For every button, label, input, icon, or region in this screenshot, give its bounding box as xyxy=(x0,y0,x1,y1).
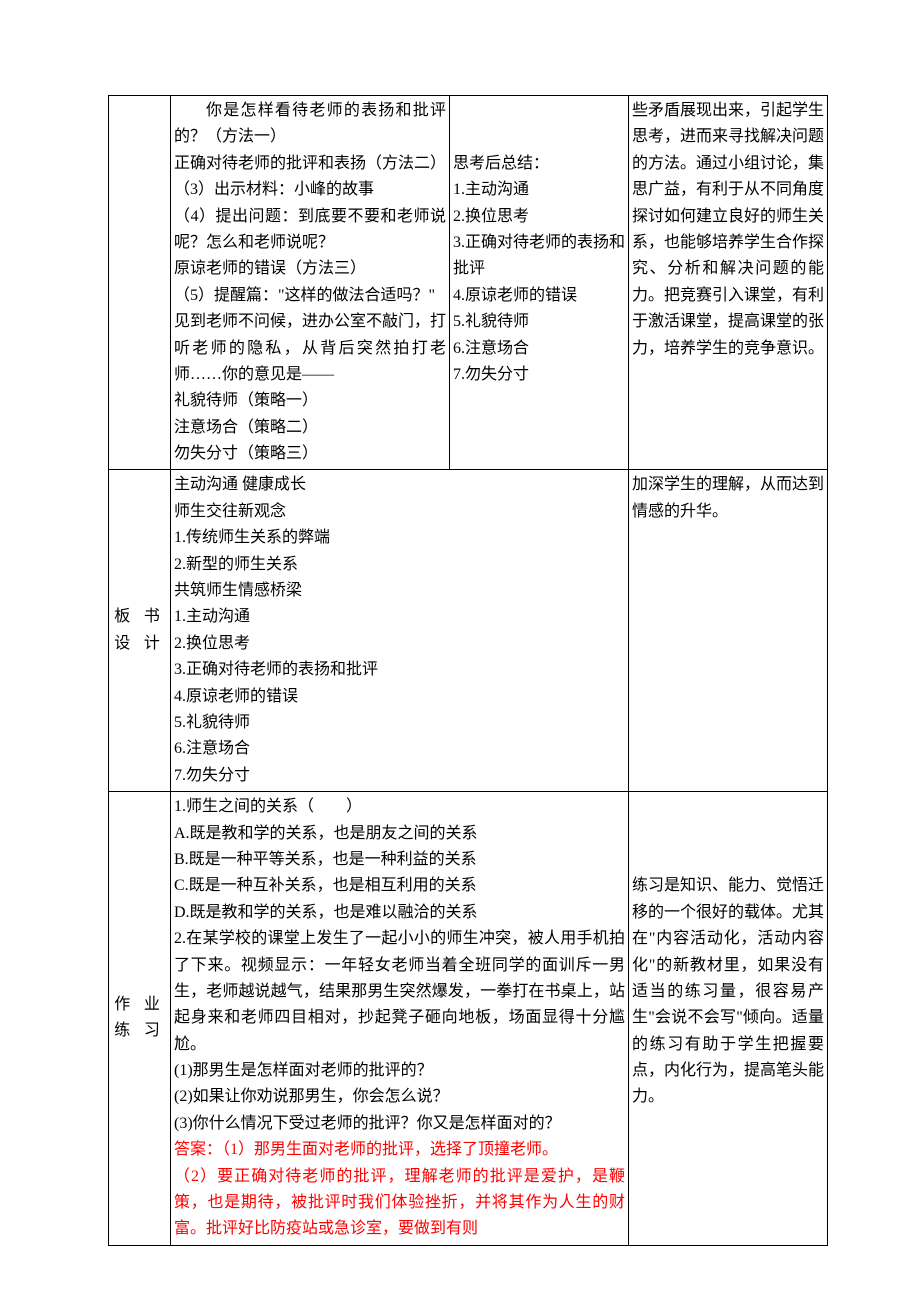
teacher-line: 正确对待老师的批评和表扬（方法二） xyxy=(174,151,446,177)
board-line: 共筑师生情感桥梁 xyxy=(174,578,625,604)
board-line: 1.主动沟通 xyxy=(174,604,625,630)
intent-text: 练习是知识、能力、觉悟迁移的一个很好的载体。尤其在"内容活动化，活动内容化"的新… xyxy=(632,877,824,1105)
teacher-line: （3）出示材料：小峰的故事 xyxy=(174,177,446,203)
student-blank xyxy=(453,124,625,150)
table-row: 板 书设 计 主动沟通 健康成长 师生交往新观念 1.传统师生关系的弊端 2.新… xyxy=(109,470,828,792)
teacher-line: 注意场合（策略二） xyxy=(174,415,446,441)
hw-answer: 答案：（1）那男生面对老师的批评，选择了顶撞老师。 xyxy=(174,1137,625,1163)
board-line: 7.勿失分寸 xyxy=(174,763,625,789)
student-line: 3.正确对待老师的表扬和批评 xyxy=(453,230,625,283)
hw-line: (2)如果让你劝说那男生，你会怎么说？ xyxy=(174,1084,625,1110)
hw-line: C.既是一种互补关系，也是相互利用的关系 xyxy=(174,873,625,899)
intent-text: 加深学生的理解，从而达到情感的升华。 xyxy=(632,476,824,519)
hw-answer: （2）要正确对待老师的批评，理解老师的批评是爱护，是鞭策，也是期待，被批评时我们… xyxy=(174,1164,625,1243)
board-line: 6.注意场合 xyxy=(174,736,625,762)
intent-text: 些矛盾展现出来，引起学生思考，进而来寻找解决问题的方法。通过小组讨论，集思广益，… xyxy=(632,102,824,357)
student-line: 7.勿失分寸 xyxy=(453,362,625,388)
teacher-line: 礼貌待师（策略一） xyxy=(174,388,446,414)
board-line: 师生交往新观念 xyxy=(174,499,625,525)
design-intent-cell: 些矛盾展现出来，引起学生思考，进而来寻找解决问题的方法。通过小组讨论，集思广益，… xyxy=(629,96,828,470)
table-row: 作 业练 习 1.师生之间的关系（ ） A.既是教和学的关系，也是朋友之间的关系… xyxy=(109,792,828,1246)
homework-label: 作 业练 习 xyxy=(109,792,171,1246)
hw-line: 1.师生之间的关系（ ） xyxy=(174,794,625,820)
student-line: 4.原谅老师的错误 xyxy=(453,283,625,309)
teacher-activity-cell: 你是怎样看待老师的表扬和批评的？（方法一） 正确对待老师的批评和表扬（方法二） … xyxy=(171,96,450,470)
teacher-line: 勿失分寸（策略三） xyxy=(174,441,446,467)
student-line: 思考后总结： xyxy=(453,151,625,177)
design-intent-cell: 练习是知识、能力、觉悟迁移的一个很好的载体。尤其在"内容活动化，活动内容化"的新… xyxy=(629,792,828,1246)
lesson-plan-table: 你是怎样看待老师的表扬和批评的？（方法一） 正确对待老师的批评和表扬（方法二） … xyxy=(108,95,828,1246)
board-design-cell: 主动沟通 健康成长 师生交往新观念 1.传统师生关系的弊端 2.新型的师生关系 … xyxy=(171,470,629,792)
student-line: 2.换位思考 xyxy=(453,204,625,230)
homework-cell: 1.师生之间的关系（ ） A.既是教和学的关系，也是朋友之间的关系 B.既是一种… xyxy=(171,792,629,1246)
hw-line: B.既是一种平等关系，也是一种利益的关系 xyxy=(174,847,625,873)
student-activity-cell: 思考后总结： 1.主动沟通 2.换位思考 3.正确对待老师的表扬和批评 4.原谅… xyxy=(450,96,629,470)
student-line: 6.注意场合 xyxy=(453,336,625,362)
teacher-line: 原谅老师的错误（方法三） xyxy=(174,256,446,282)
board-line: 3.正确对待老师的表扬和批评 xyxy=(174,657,625,683)
teacher-line: 你是怎样看待老师的表扬和批评的？（方法一） xyxy=(174,98,446,151)
board-line: 4.原谅老师的错误 xyxy=(174,684,625,710)
table-row: 你是怎样看待老师的表扬和批评的？（方法一） 正确对待老师的批评和表扬（方法二） … xyxy=(109,96,828,470)
student-line: 1.主动沟通 xyxy=(453,177,625,203)
intent-blank xyxy=(632,794,824,820)
teacher-line: （5）提醒篇："这样的做法合适吗？" xyxy=(174,283,446,309)
hw-line: A.既是教和学的关系，也是朋友之间的关系 xyxy=(174,821,625,847)
teacher-line: 见到老师不问候，进办公室不敲门，打听老师的隐私，从背后突然拍打老师……你的意见是… xyxy=(174,309,446,388)
board-line: 1.传统师生关系的弊端 xyxy=(174,525,625,551)
hw-line: (3)你什么情况下受过老师的批评？你又是怎样面对的？ xyxy=(174,1111,625,1137)
lesson-plan-page: 你是怎样看待老师的表扬和批评的？（方法一） 正确对待老师的批评和表扬（方法二） … xyxy=(0,0,920,1306)
student-line: 5.礼貌待师 xyxy=(453,309,625,335)
design-intent-cell: 加深学生的理解，从而达到情感的升华。 xyxy=(629,470,828,792)
hw-line: (1)那男生是怎样面对老师的批评的？ xyxy=(174,1058,625,1084)
intent-blank xyxy=(632,847,824,873)
board-line: 主动沟通 健康成长 xyxy=(174,472,625,498)
row1-label-cell xyxy=(109,96,171,470)
board-design-label: 板 书设 计 xyxy=(109,470,171,792)
student-blank xyxy=(453,98,625,124)
hw-line: D.既是教和学的关系，也是难以融洽的关系 xyxy=(174,900,625,926)
board-line: 5.礼貌待师 xyxy=(174,710,625,736)
teacher-line: （4）提出问题：到底要不要和老师说呢？怎么和老师说呢？ xyxy=(174,204,446,257)
board-line: 2.换位思考 xyxy=(174,631,625,657)
intent-blank xyxy=(632,821,824,847)
hw-line: 2.在某学校的课堂上发生了一起小小的师生冲突，被人用手机拍了下来。视频显示：一年… xyxy=(174,926,625,1058)
board-line: 2.新型的师生关系 xyxy=(174,552,625,578)
